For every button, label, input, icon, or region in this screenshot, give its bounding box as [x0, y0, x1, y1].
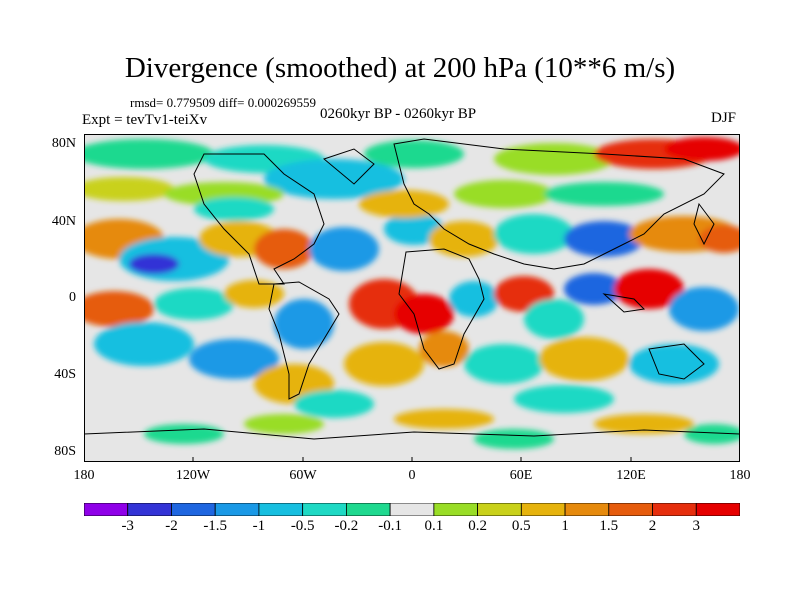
colorbar-label: -2	[165, 518, 178, 534]
lat-tick-80n: 80N	[51, 136, 76, 151]
colorbar-label: 0.5	[511, 518, 531, 534]
colorbar-label: -0.2	[334, 518, 359, 534]
divergence-map	[84, 134, 740, 462]
season-label: DJF	[711, 110, 737, 126]
colorbar-swatch	[433, 503, 478, 516]
plot-title: Divergence (smoothed) at 200 hPa (10**6 …	[124, 52, 676, 84]
colorbar-swatch	[652, 503, 697, 516]
colorbar-swatch	[214, 503, 260, 516]
colorbar-swatch	[84, 503, 129, 516]
lon-tick-180e: 180	[729, 468, 751, 483]
lon-tick-0: 0	[408, 468, 416, 483]
lat-tick-40n: 40N	[51, 214, 76, 229]
colorbar-swatch	[389, 503, 435, 516]
colorbar-swatch	[564, 503, 610, 516]
colorbar-label: -3	[121, 518, 134, 534]
colorbar-swatch	[258, 503, 304, 516]
colorbar-swatch	[695, 503, 740, 516]
experiment-label: Expt = tevTv1-teiXv	[82, 112, 208, 128]
field-blobs	[84, 137, 740, 449]
colorbar-label: -1.5	[203, 518, 228, 534]
colorbar-swatch	[127, 503, 172, 516]
colorbar-label: -1	[252, 518, 266, 534]
lat-tick-40s: 40S	[54, 367, 76, 382]
colorbar-label: 3	[692, 518, 701, 534]
lon-tick-120w: 120W	[175, 468, 211, 483]
colorbar-swatch	[608, 503, 653, 516]
colorbar-swatch	[302, 503, 347, 516]
colorbar-label: 2	[648, 518, 657, 534]
lon-tick-180w: 180	[73, 468, 95, 483]
lat-tick-0: 0	[69, 290, 76, 305]
colorbar-label: -0.1	[378, 518, 402, 534]
lon-tick-60e: 60E	[509, 468, 533, 483]
colorbar-swatch	[171, 503, 216, 516]
colorbar-label: 0.2	[468, 518, 487, 534]
colorbar-swatch	[520, 503, 566, 516]
colorbar	[84, 503, 740, 516]
colorbar-swatch	[345, 503, 391, 516]
colorbar-label: 1	[561, 518, 569, 534]
axis-ticks	[84, 457, 632, 462]
period-label: 0260kyr BP - 0260kyr BP	[320, 106, 477, 122]
colorbar-label: 0.1	[424, 518, 444, 534]
lon-tick-60w: 60W	[289, 468, 317, 483]
colorbar-label: -0.5	[290, 518, 315, 534]
colorbar-label: 1.5	[599, 518, 619, 534]
colorbar-swatch	[477, 503, 522, 516]
lat-tick-80s: 80S	[54, 444, 76, 459]
coastlines	[84, 138, 740, 440]
stats-text: rmsd= 0.779509 diff= 0.000269559	[130, 95, 316, 110]
lon-tick-120e: 120E	[616, 468, 646, 483]
